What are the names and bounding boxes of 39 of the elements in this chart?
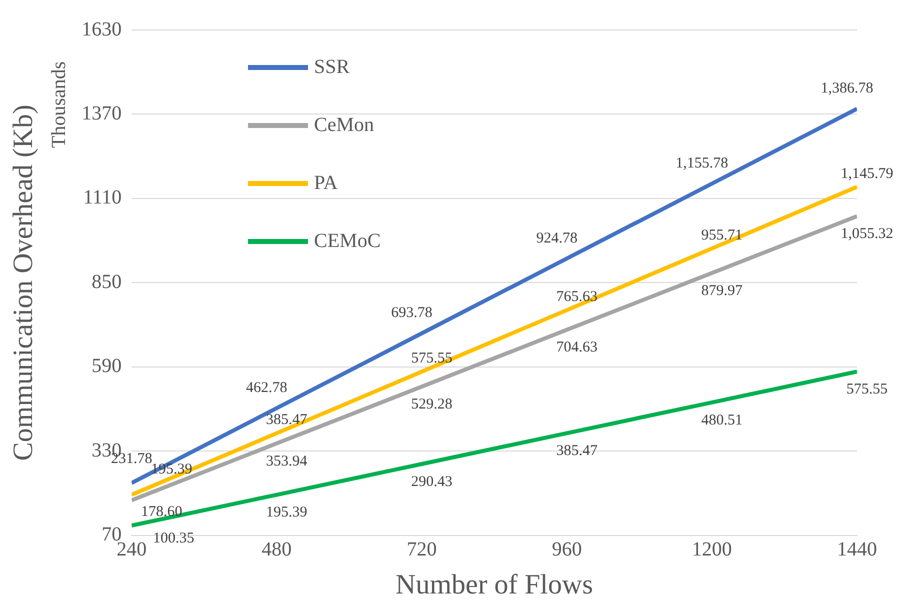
data-label: 1,155.78 — [676, 156, 728, 172]
data-label: 575.55 — [846, 382, 888, 398]
x-tick-label: 1200 — [692, 538, 732, 561]
data-label: 879.97 — [701, 282, 744, 299]
data-label: 1,386.78 — [820, 80, 874, 97]
data-label: 529.28 — [411, 396, 452, 413]
text: Thousands — [48, 61, 71, 148]
y-axis-title: Communication Overhead (Kb) — [8, 104, 40, 461]
data-label: 765.63 — [556, 288, 598, 305]
data-label: 480.51 — [701, 412, 743, 428]
y-tick-label: 1630 — [82, 18, 122, 40]
y-tick-label: 1370 — [82, 102, 122, 124]
data-label: 575.55 — [411, 350, 452, 367]
x-tick-label: 480 — [262, 538, 292, 561]
legend-label: SSR — [314, 56, 350, 78]
data-label: 462.78 — [246, 380, 288, 396]
data-label: 704.63 — [556, 340, 598, 356]
data-label: 290.43 — [411, 474, 452, 490]
data-label: 1,145.79 — [840, 166, 894, 182]
x-tick-label: 960 — [552, 538, 582, 561]
data-label: 385.47 — [556, 443, 598, 460]
legend-label: CeMon — [314, 114, 374, 136]
x-axis-title: Number of Flows — [396, 570, 594, 601]
legend-label: CEMoC — [314, 230, 381, 252]
data-label: 924.78 — [536, 230, 578, 246]
data-label: 955.71 — [701, 227, 743, 244]
data-label: 195.39 — [266, 504, 308, 521]
y-tick-label: 850 — [92, 270, 122, 293]
data-label: 693.78 — [391, 305, 432, 322]
data-label: 385.47 — [266, 412, 308, 428]
legend-label: PA — [314, 172, 338, 194]
y-tick-label: 590 — [92, 355, 122, 378]
y-tick-label: 1110 — [83, 186, 122, 209]
x-tick-label: 720 — [406, 538, 437, 561]
data-label: 100.35 — [152, 530, 194, 547]
data-label: 178.60 — [140, 504, 182, 520]
data-label: 1,055.32 — [840, 226, 894, 242]
x-tick-label: 1440 — [837, 538, 877, 561]
data-label: 353.94 — [266, 453, 308, 470]
